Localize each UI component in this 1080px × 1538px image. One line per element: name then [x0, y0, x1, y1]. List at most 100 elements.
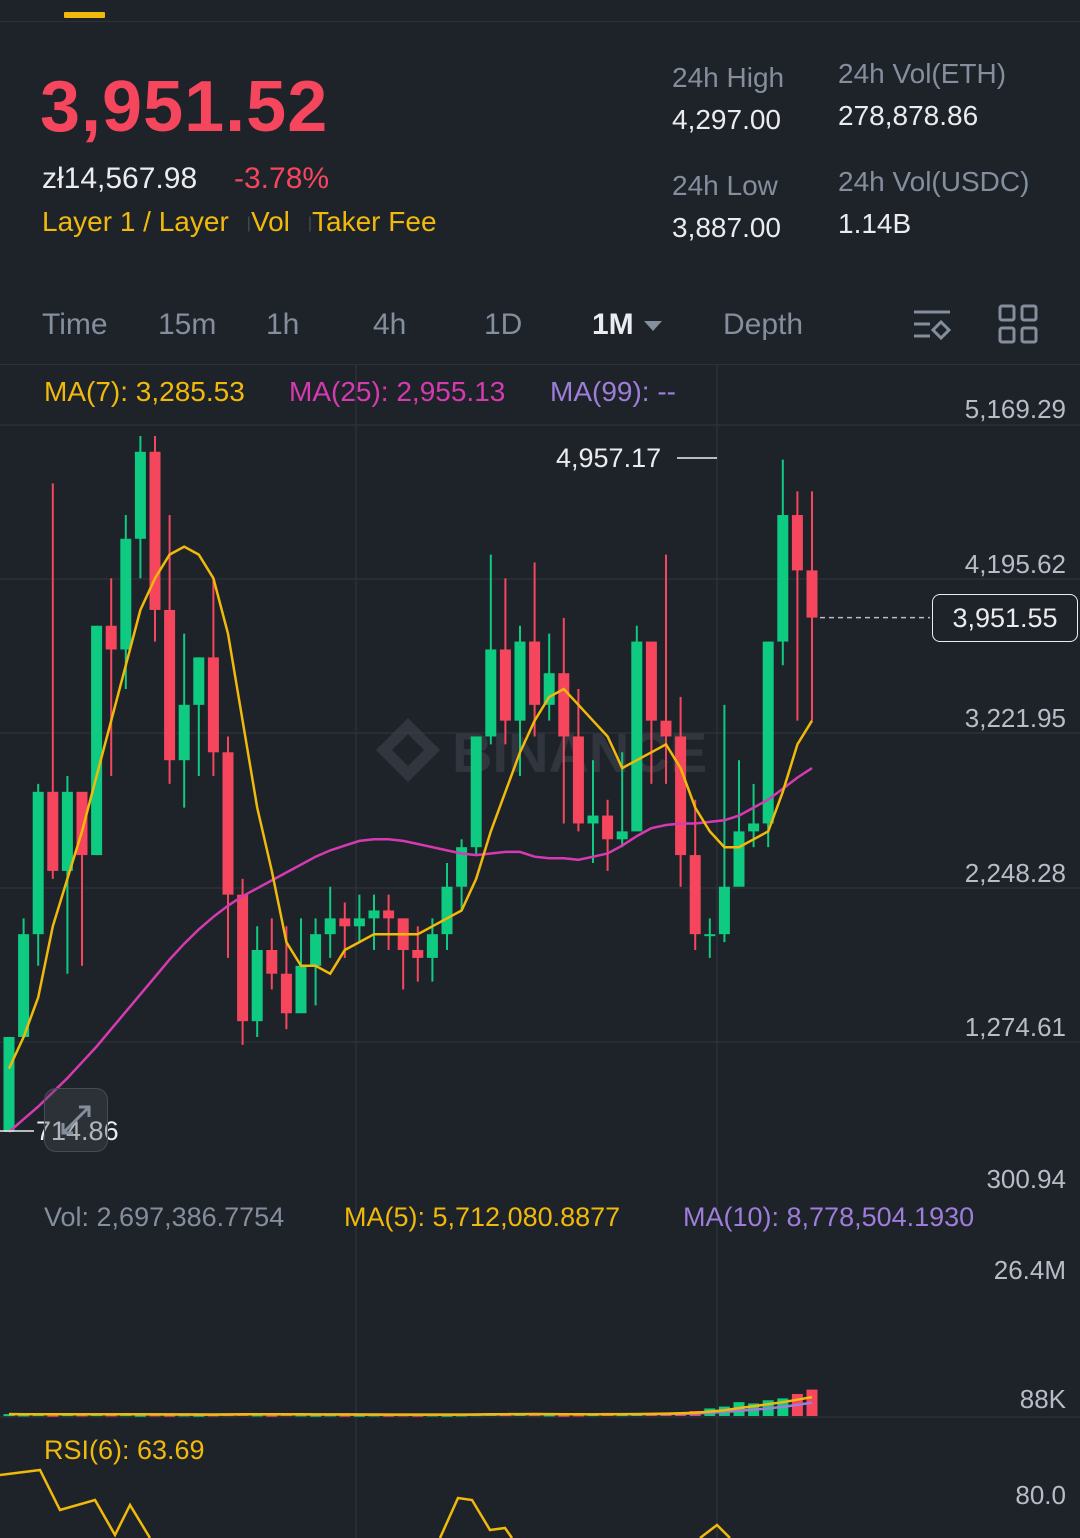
candle-body	[602, 815, 614, 840]
volume-ma5-legend: MA(5): 5,712,080.8877	[344, 1202, 621, 1232]
candle-body	[660, 720, 672, 737]
candle-body	[558, 673, 570, 737]
candle-body	[47, 791, 59, 871]
price-tick: 3,221.95	[964, 703, 1066, 733]
candle-body	[704, 934, 716, 937]
candle-body	[645, 641, 657, 721]
candle-body	[368, 910, 380, 919]
tab-1m[interactable]: 1M	[592, 308, 662, 342]
grid-layout-icon[interactable]	[996, 302, 1040, 346]
tag-layer[interactable]: Layer 1 / Layer	[42, 206, 229, 237]
candle-body	[762, 641, 774, 824]
candle-body	[134, 451, 146, 539]
tag-vol[interactable]: Vol	[250, 206, 290, 237]
rsi-legend: RSI(6): 63.69	[44, 1435, 205, 1465]
candle-body	[222, 752, 234, 895]
price-change-percent: -3.78%	[234, 162, 330, 195]
expand-chart-button[interactable]	[44, 1088, 108, 1152]
price-tick: 1,274.61	[964, 1012, 1066, 1042]
volume-bar	[134, 1414, 146, 1417]
low-label: 24h Low	[672, 170, 778, 201]
candle-body	[324, 918, 336, 935]
candle-body	[120, 538, 132, 650]
chart-settings-icon[interactable]	[910, 304, 954, 348]
candle-body	[514, 641, 526, 721]
volume-ma10-legend: MA(10): 8,778,504.1930	[683, 1202, 975, 1232]
rsi-tick: 80.0	[1015, 1480, 1066, 1510]
candle-body	[470, 736, 482, 848]
candle-body	[675, 736, 687, 856]
candle-body	[616, 831, 628, 840]
candle-body	[631, 641, 643, 832]
candle-body	[76, 791, 88, 856]
tab-1h[interactable]: 1h	[266, 308, 300, 341]
candle-body	[237, 894, 249, 1022]
ma25-line	[8, 767, 813, 1133]
high-value: 4,297.00	[672, 104, 781, 135]
high-label: 24h High	[672, 62, 785, 93]
volume-ma5-line	[8, 1395, 813, 1416]
candle-body	[61, 791, 73, 871]
tab-4h[interactable]: 4h	[373, 308, 407, 341]
ma7-line	[7, 545, 814, 1070]
candle-body	[572, 736, 584, 824]
rsi-line	[0, 1468, 152, 1538]
low-value: 3,887.00	[672, 212, 781, 243]
active-tab-indicator	[64, 12, 105, 18]
candle-body	[295, 965, 307, 1014]
ma7-legend: MA(7): 3,285.53	[44, 376, 245, 407]
candle-body	[193, 657, 205, 705]
last-price: 3,951.52	[40, 67, 329, 147]
volume-tick: 88K	[1019, 1384, 1066, 1414]
tab-15m[interactable]: 15m	[158, 308, 217, 341]
candle-body	[529, 641, 541, 705]
candle-body	[32, 791, 44, 935]
candle-body	[353, 918, 365, 927]
candle-body	[806, 570, 818, 618]
candle-body	[18, 934, 30, 1037]
tab-depth[interactable]: Depth	[723, 308, 804, 341]
fiat-price: zł14,567.98	[42, 162, 198, 195]
candle-body	[777, 515, 789, 642]
tag-taker-fee[interactable]: Taker Fee	[312, 206, 437, 237]
candle-body	[339, 918, 351, 927]
candle-body	[426, 934, 438, 958]
candle-body	[485, 649, 497, 737]
candle-body	[280, 973, 292, 1014]
candle-body	[266, 949, 278, 974]
tab-time[interactable]: Time	[42, 308, 108, 341]
price-tick: 5,169.29	[964, 394, 1066, 424]
expand-icon	[61, 1105, 91, 1135]
price-tick: 4,195.62	[964, 549, 1066, 579]
divider	[0, 364, 1080, 365]
candle-body	[412, 949, 424, 958]
candle-body	[499, 649, 511, 721]
candle-body	[441, 886, 453, 935]
tag-divider: |	[307, 214, 313, 232]
candle-body	[207, 657, 219, 753]
candle-body	[718, 886, 730, 935]
candle-body	[91, 625, 103, 856]
candle-body	[748, 823, 760, 832]
volume-bar	[47, 1414, 59, 1417]
vol-quote-label: 24h Vol(USDC)	[838, 166, 1030, 197]
candle-body	[105, 625, 117, 650]
rsi-line	[699, 1523, 731, 1538]
high-marker-label: 4,957.17	[556, 443, 662, 473]
candle-body	[3, 1036, 15, 1132]
candle-body	[310, 934, 322, 966]
vol-quote-value: 1.14B	[838, 208, 912, 239]
price-tick: 2,248.28	[964, 858, 1066, 888]
candle-body	[164, 609, 176, 761]
candle-body	[791, 515, 803, 571]
volume-legend: Vol: 2,697,386.7754	[44, 1202, 285, 1232]
price-tick: 300.94	[986, 1164, 1066, 1194]
volume-tick: 26.4M	[993, 1255, 1066, 1285]
candle-body	[543, 673, 555, 705]
top-tab-strip	[0, 0, 1080, 22]
ma25-legend: MA(25): 2,955.13	[289, 376, 506, 407]
candle-body	[456, 847, 468, 887]
rsi-line	[438, 1496, 514, 1538]
tab-1d[interactable]: 1D	[484, 308, 523, 341]
